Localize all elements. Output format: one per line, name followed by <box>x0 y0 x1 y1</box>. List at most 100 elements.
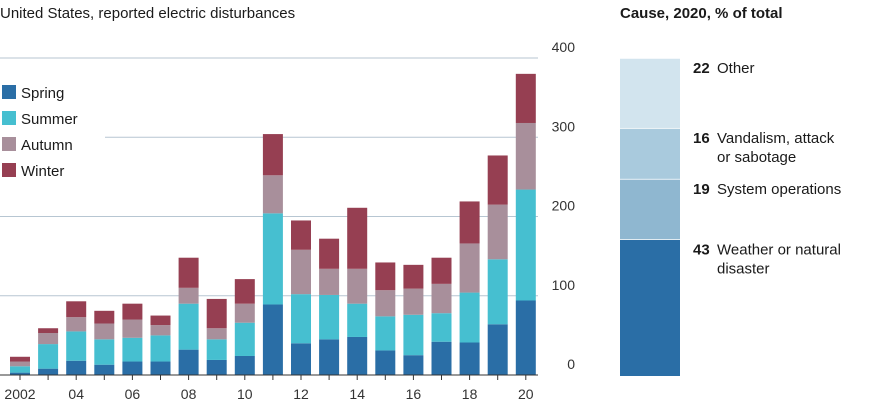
bar-segment-winter <box>10 356 30 362</box>
bar-segment-winter <box>403 264 424 289</box>
y-tick-label: 300 <box>552 118 576 134</box>
legend-swatch-spring <box>2 85 16 99</box>
cause-name-label: Vandalism, attack <box>717 130 835 147</box>
x-axis-ticks: 2002 04 06 08 10 12 14 16 18 20 <box>4 375 534 402</box>
legend-label-autumn: Autumn <box>21 137 73 154</box>
stacked-bars <box>10 73 536 375</box>
legend-label-spring: Spring <box>21 85 64 102</box>
bar-segment-summer <box>38 344 59 369</box>
bar-segment-summer <box>10 366 30 373</box>
main-chart-title: United States, reported electric disturb… <box>0 5 295 22</box>
bar-segment-summer <box>403 314 424 356</box>
y-tick-label: 400 <box>552 39 576 55</box>
bar-segment-winter <box>291 220 311 250</box>
bar-segment-winter <box>431 257 452 284</box>
bar-segment-winter <box>122 303 143 320</box>
bar-segment-autumn <box>291 249 311 295</box>
bar-segment-spring <box>150 361 171 375</box>
bar-segment-spring <box>431 341 452 375</box>
bar-segment-spring <box>10 372 30 375</box>
x-tick-label: 14 <box>349 386 365 402</box>
bar-segment-summer <box>262 213 283 305</box>
bar-segment-spring <box>38 368 59 375</box>
bar-segment-winter <box>94 310 115 324</box>
bar-segment-spring <box>262 304 283 375</box>
cause-chart-title: Cause, 2020, % of total <box>620 5 783 22</box>
x-tick-label: 18 <box>462 386 478 402</box>
bar-segment-spring <box>319 339 340 375</box>
legend-swatch-autumn <box>2 137 16 151</box>
bar-segment-autumn <box>94 323 115 340</box>
bar-segment-spring <box>94 364 115 375</box>
bar-segment-spring <box>291 343 311 375</box>
bar-segment-summer <box>319 294 340 340</box>
bar-segment-winter <box>38 328 59 333</box>
bar-segment-autumn <box>122 319 143 338</box>
bar-segment-spring <box>206 359 227 375</box>
bar-segment-autumn <box>150 325 171 336</box>
bar-segment-winter <box>487 155 508 205</box>
bar-segment-winter <box>262 134 283 176</box>
bar-segment-summer <box>347 303 368 337</box>
bar-segment-summer <box>234 322 255 356</box>
bar-segment-autumn <box>431 283 452 314</box>
bar-segment-autumn <box>234 303 255 323</box>
cause-segment <box>620 58 680 128</box>
cause-segment <box>620 239 680 376</box>
bar-segment-summer <box>431 313 452 342</box>
bar-segment-winter <box>347 207 368 269</box>
cause-name-label: or sabotage <box>717 149 796 166</box>
bar-segment-spring <box>487 324 508 375</box>
cause-name-label: System operations <box>717 181 841 198</box>
cause-value-label: 22 <box>693 60 710 77</box>
bar-segment-autumn <box>66 317 87 332</box>
x-tick-label: 08 <box>181 386 197 402</box>
cause-value-label: 19 <box>693 181 710 198</box>
bar-segment-spring <box>459 342 480 375</box>
x-tick-label: 10 <box>237 386 253 402</box>
x-tick-label: 06 <box>125 386 141 402</box>
cause-segment <box>620 127 680 179</box>
bar-segment-autumn <box>262 175 283 214</box>
x-tick-label: 04 <box>68 386 84 402</box>
y-tick-label: 0 <box>567 356 575 372</box>
bar-segment-summer <box>94 339 115 365</box>
bar-segment-autumn <box>403 288 424 315</box>
y-tick-label: 100 <box>552 277 576 293</box>
y-axis-ticks: 0 100 200 300 400 <box>552 39 576 372</box>
bar-segment-autumn <box>487 204 508 260</box>
bar-segment-winter <box>66 301 87 318</box>
bar-segment-autumn <box>515 122 536 190</box>
bar-segment-spring <box>375 350 396 375</box>
season-legend: Spring Summer Autumn Winter <box>2 85 78 180</box>
bar-segment-autumn <box>375 290 396 317</box>
bar-segment-autumn <box>10 361 30 367</box>
legend-label-winter: Winter <box>21 163 64 180</box>
bar-segment-summer <box>487 259 508 325</box>
bar-segment-summer <box>150 335 171 362</box>
cause-name-label: disaster <box>717 260 770 277</box>
cause-stacked-bar: 43 Weather or natural disaster 19 System ope… <box>620 57 841 376</box>
cause-name-label: Other <box>717 60 755 77</box>
bar-segment-autumn <box>347 268 368 304</box>
bar-segment-winter <box>234 279 255 304</box>
bar-segment-spring <box>347 336 368 375</box>
bar-segment-summer <box>515 189 536 301</box>
legend-label-summer: Summer <box>21 111 78 128</box>
bar-segment-winter <box>150 315 171 326</box>
bar-segment-winter <box>459 201 480 244</box>
cause-value-label: 16 <box>693 130 710 147</box>
cause-segment <box>620 178 680 240</box>
bar-segment-spring <box>403 355 424 375</box>
bar-segment-summer <box>459 292 480 343</box>
bar-segment-summer <box>122 337 143 362</box>
x-tick-label: 16 <box>406 386 422 402</box>
bar-segment-winter <box>178 257 199 288</box>
y-tick-label: 200 <box>552 198 576 214</box>
x-tick-label: 20 <box>518 386 534 402</box>
bar-segment-spring <box>122 361 143 375</box>
bar-segment-autumn <box>38 332 59 345</box>
bar-segment-winter <box>319 238 340 269</box>
bar-segment-winter <box>515 73 536 123</box>
